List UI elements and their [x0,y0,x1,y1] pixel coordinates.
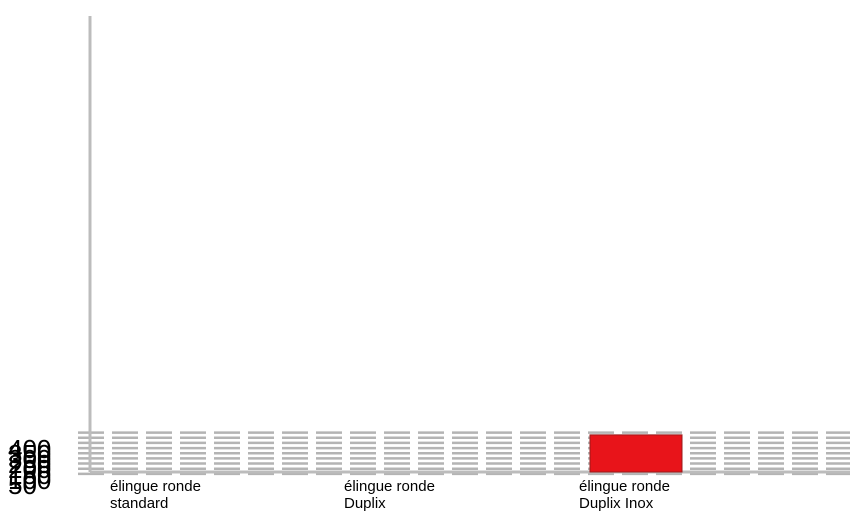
x-tick-label-0: élingue ronde standard [110,478,201,512]
y-tick-label-350: 350 [8,438,52,469]
y-tick-label-250: 250 [8,449,52,480]
y-tick-label-300: 300 [8,444,52,475]
y-tick-label-150: 150 [8,459,52,490]
y-tick-label-400: 400 [8,433,52,464]
y-tick-label-50: 50 [8,469,37,500]
x-tick-label-2: élingue ronde Duplix Inox [579,478,670,512]
y-tick-label-100: 100 [8,464,52,495]
x-tick-label-1: élingue ronde Duplix [344,478,435,512]
y-tick-label-200: 200 [8,454,52,485]
bar-2 [589,434,683,473]
